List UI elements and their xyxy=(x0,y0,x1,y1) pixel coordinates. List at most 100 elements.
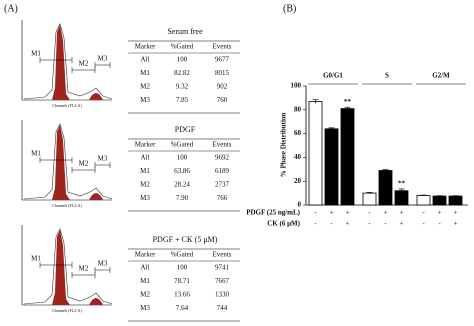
table-cell: 82.82 xyxy=(174,69,190,77)
bar xyxy=(432,195,447,206)
bar xyxy=(378,170,393,206)
table-cell: All xyxy=(141,56,150,64)
table-cell: 7667 xyxy=(215,277,230,285)
condition-sign: - xyxy=(384,220,387,228)
table-header: Marker xyxy=(135,43,156,51)
condition-sign: + xyxy=(438,209,442,217)
y-tick-label: 0 xyxy=(298,201,302,209)
error-bar xyxy=(382,169,389,172)
table-cell: 1330 xyxy=(215,291,230,299)
g2-peak xyxy=(89,93,103,100)
table-cell: 760 xyxy=(217,96,228,104)
table-cell: 28.24 xyxy=(174,181,190,189)
group-label: S xyxy=(385,72,389,80)
table-cell: 78.71 xyxy=(174,277,190,285)
table-header: Events xyxy=(212,43,231,51)
condition-sign: + xyxy=(400,220,404,228)
histogram-outline xyxy=(23,23,113,100)
condition-sign: - xyxy=(438,220,441,228)
table-cell: 100 xyxy=(177,264,188,272)
table-cell: 744 xyxy=(217,304,228,312)
table-cell: M2 xyxy=(140,181,150,189)
panel-label: (B) xyxy=(283,3,296,14)
error-bar xyxy=(328,127,335,130)
y-axis-label: % Phase Distribution xyxy=(280,113,288,178)
marker-gate xyxy=(94,62,111,68)
bar xyxy=(448,195,463,206)
histogram-outline xyxy=(23,123,113,200)
table-header: Events xyxy=(212,251,231,259)
table-cell: 8015 xyxy=(215,69,230,77)
marker-label: M3 xyxy=(98,55,108,63)
marker-label: M2 xyxy=(79,160,89,168)
y-tick-label: 80 xyxy=(294,105,302,113)
y-tick-label: 20 xyxy=(294,177,302,185)
bar xyxy=(308,101,323,206)
marker-gate xyxy=(39,157,73,163)
marker-gate xyxy=(71,167,96,173)
table-cell: 7.90 xyxy=(176,194,189,202)
condition-sign: + xyxy=(346,209,350,217)
g2-peak xyxy=(89,193,103,200)
y-tick-label: 100 xyxy=(291,82,302,90)
marker-gate xyxy=(39,262,73,268)
table-cell: 9741 xyxy=(215,264,230,272)
marker-label: M2 xyxy=(79,60,89,68)
y-tick-label: 60 xyxy=(294,129,302,137)
table-cell: 100 xyxy=(177,154,188,162)
table-cell: 6189 xyxy=(215,167,230,175)
table-cell: All xyxy=(141,154,150,162)
error-bar xyxy=(436,195,443,197)
marker-gate xyxy=(71,67,96,73)
table-cell: M1 xyxy=(140,167,150,175)
marker-gate xyxy=(39,57,73,63)
table-header: Events xyxy=(212,141,231,149)
table-cell: 9.32 xyxy=(176,83,189,91)
condition-sign: + xyxy=(454,220,458,228)
table-header: %Gated xyxy=(171,141,194,149)
table-title: PDGF xyxy=(175,125,196,134)
table-cell: M1 xyxy=(140,69,150,77)
condition-sign: + xyxy=(330,209,334,217)
table-cell: M3 xyxy=(140,96,150,104)
error-bar xyxy=(452,195,459,197)
y-tick-label: 40 xyxy=(294,153,302,161)
condition-sign: + xyxy=(454,209,458,217)
condition-sign: - xyxy=(422,209,425,217)
marker-gate xyxy=(94,162,111,168)
table-cell: 100 xyxy=(177,56,188,64)
table-cell: 9692 xyxy=(215,154,230,162)
error-bar xyxy=(366,192,373,194)
g1-peak xyxy=(52,25,70,100)
table-cell: 7.64 xyxy=(176,304,189,312)
condition-sign: + xyxy=(346,220,350,228)
marker-label: M1 xyxy=(31,255,41,263)
panel-label: (A) xyxy=(4,3,18,14)
significance: ** xyxy=(398,180,406,188)
condition-sign: + xyxy=(400,209,404,217)
bar xyxy=(340,108,355,206)
table-cell: M2 xyxy=(140,291,150,299)
condition-label: CK (6 μM) xyxy=(267,220,300,228)
table-header: Marker xyxy=(135,251,156,259)
marker-label: M2 xyxy=(79,265,89,273)
table-title: Serum free xyxy=(167,27,203,36)
bar xyxy=(362,192,377,206)
table-cell: All xyxy=(141,264,150,272)
marker-gate xyxy=(94,267,111,273)
table-cell: 766 xyxy=(217,194,228,202)
condition-sign: + xyxy=(384,209,388,217)
error-bar xyxy=(398,188,405,193)
marker-label: M1 xyxy=(31,150,41,158)
table-cell: 63.86 xyxy=(174,167,190,175)
condition-sign: - xyxy=(368,209,371,217)
x-axis-label: Channels (FL2-A) xyxy=(52,308,82,313)
bar xyxy=(324,128,339,206)
error-bar xyxy=(312,99,319,104)
marker-label: M3 xyxy=(98,155,108,163)
error-bar xyxy=(344,106,351,111)
g2-peak xyxy=(89,298,103,305)
condition-sign: - xyxy=(330,220,333,228)
condition-label: PDGF (25 ng/mL) xyxy=(246,209,300,217)
table-cell: 2737 xyxy=(215,181,230,189)
